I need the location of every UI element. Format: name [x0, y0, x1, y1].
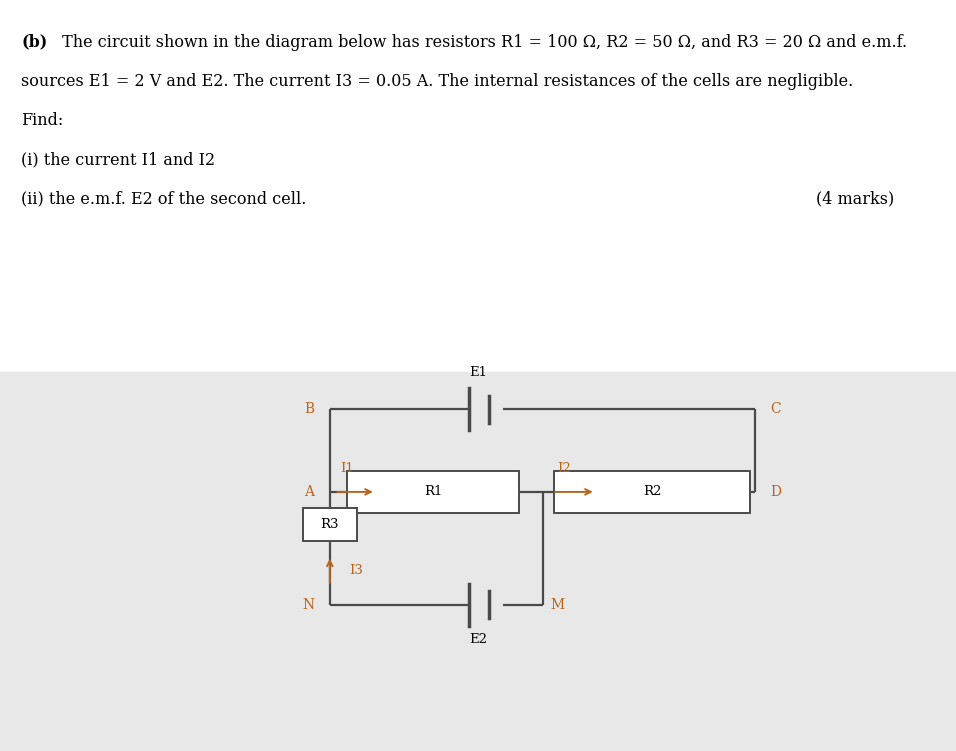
Bar	[303, 508, 357, 541]
Bar	[347, 471, 519, 513]
Text: N: N	[302, 598, 315, 611]
Text: The circuit shown in the diagram below has resistors R1 = 100 Ω, R2 = 50 Ω, and : The circuit shown in the diagram below h…	[57, 34, 907, 51]
Text: E2: E2	[469, 633, 487, 646]
Bar	[0, 0, 956, 372]
Text: sources E1 = 2 V and E2. The current I3 = 0.05 A. The internal resistances of th: sources E1 = 2 V and E2. The current I3 …	[21, 73, 854, 90]
Text: A: A	[305, 485, 315, 499]
Text: C: C	[771, 403, 781, 416]
Text: R2: R2	[643, 485, 662, 499]
Text: (ii) the e.m.f. E2 of the second cell.: (ii) the e.m.f. E2 of the second cell.	[21, 190, 307, 207]
Text: I1: I1	[340, 462, 354, 475]
Text: R3: R3	[320, 518, 339, 531]
Text: (i) the current I1 and I2: (i) the current I1 and I2	[21, 151, 215, 168]
Text: R1: R1	[424, 485, 443, 499]
Text: (4 marks): (4 marks)	[815, 190, 894, 207]
Text: M: M	[551, 598, 565, 611]
Text: E1: E1	[469, 366, 487, 379]
Bar	[0, 372, 956, 751]
Text: D: D	[771, 485, 782, 499]
Text: I3: I3	[349, 564, 363, 578]
Bar	[554, 471, 750, 513]
Text: (b): (b)	[21, 34, 47, 51]
Text: Find:: Find:	[21, 112, 63, 129]
Text: I2: I2	[557, 462, 571, 475]
Text: B: B	[304, 403, 315, 416]
